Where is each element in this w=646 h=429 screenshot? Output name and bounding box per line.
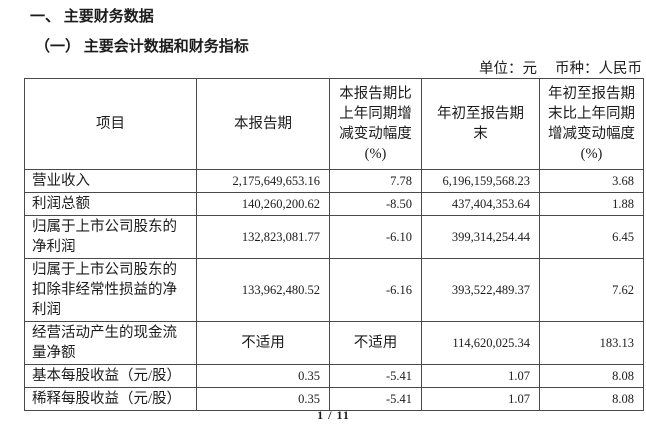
unit-currency-line: 单位：元 币种：人民币 [479,57,642,78]
financial-indicators-table: 项目 本报告期 本报告期比上年同期增减变动幅度(%) 年初至报告期末 年初至报告期末比上… [24,78,644,411]
unit-label: 单位：元 [479,61,537,77]
subsection-heading: （一） 主要会计数据和财务指标 [35,39,249,55]
column-header-3: 年初至报告期末 [421,78,540,170]
value-cell: 0.35 [196,387,330,411]
row-label-cell: 归属于上市公司股东的净利润 [24,215,197,259]
row-label-cell: 经营活动产生的现金流量净额 [24,321,197,365]
table-header-row: 项目 本报告期 本报告期比上年同期增减变动幅度(%) 年初至报告期末 年初至报告期末比上… [24,78,644,170]
currency-label: 币种：人民币 [555,61,642,77]
value-cell: 183.13 [539,321,644,365]
row-label-cell: 归属于上市公司股东的扣除非经常性损益的净利润 [24,258,197,322]
column-header-4: 年初至报告期末比上年同期增减变动幅度(%) [539,78,644,170]
value-cell: 3.68 [539,169,644,193]
section-heading: 一、 主要财务数据 [30,9,154,25]
value-cell: 8.08 [539,387,644,411]
row-label-cell: 利润总额 [24,192,197,216]
value-cell: -8.50 [329,192,422,216]
value-cell: 132,823,081.77 [196,215,330,259]
value-cell: 140,260,200.62 [196,192,330,216]
value-cell: 6.45 [539,215,644,259]
table-head: 项目 本报告期 本报告期比上年同期增减变动幅度(%) 年初至报告期末 年初至报告期末比上… [24,78,644,170]
value-cell: 7.62 [539,258,644,322]
value-cell: -6.16 [329,258,422,322]
value-cell: 6,196,159,568.23 [421,169,540,193]
value-cell: 不适用 [329,321,422,365]
row-label-cell: 稀释每股收益（元/股） [24,387,197,411]
table-row: 营业收入 2,175,649,653.16 7.78 6,196,159,568.23… [24,169,644,193]
table-row: 归属于上市公司股东的扣除非经常性损益的净利润 133,962,480.52 -6.1… [24,258,644,322]
column-header-2: 本报告期比上年同期增减变动幅度(%) [329,78,422,170]
table-row: 归属于上市公司股东的净利润 132,823,081.77 -6.10 399,314,… [24,215,644,259]
row-label-cell: 基本每股收益（元/股） [24,364,197,388]
value-cell: -6.10 [329,215,422,259]
table-row: 基本每股收益（元/股） 0.35 -5.41 1.07 8.08 [24,364,644,388]
value-cell: 不适用 [196,321,330,365]
value-cell: -5.41 [329,364,422,388]
table-row: 经营活动产生的现金流量净额 不适用 不适用 114,620,025.34 183.13 [24,321,644,365]
column-header-1: 本报告期 [196,78,330,170]
value-cell: 114,620,025.34 [421,321,540,365]
row-label-cell: 营业收入 [24,169,197,193]
value-cell: 2,175,649,653.16 [196,169,330,193]
page-number: 1 / 11 [317,408,350,422]
value-cell: 1.07 [421,364,540,388]
value-cell: 437,404,353.64 [421,192,540,216]
value-cell: 133,962,480.52 [196,258,330,322]
value-cell: 393,522,489.37 [421,258,540,322]
table-row: 稀释每股收益（元/股） 0.35 -5.41 1.07 8.08 [24,387,644,411]
table-row: 利润总额 140,260,200.62 -8.50 437,404,353.64 1.8… [24,192,644,216]
value-cell: 399,314,254.44 [421,215,540,259]
value-cell: 1.07 [421,387,540,411]
value-cell: 0.35 [196,364,330,388]
column-header-0: 项目 [24,78,197,170]
value-cell: 8.08 [539,364,644,388]
table-body: 营业收入 2,175,649,653.16 7.78 6,196,159,568.23… [24,169,644,411]
value-cell: 1.88 [539,192,644,216]
value-cell: 7.78 [329,169,422,193]
